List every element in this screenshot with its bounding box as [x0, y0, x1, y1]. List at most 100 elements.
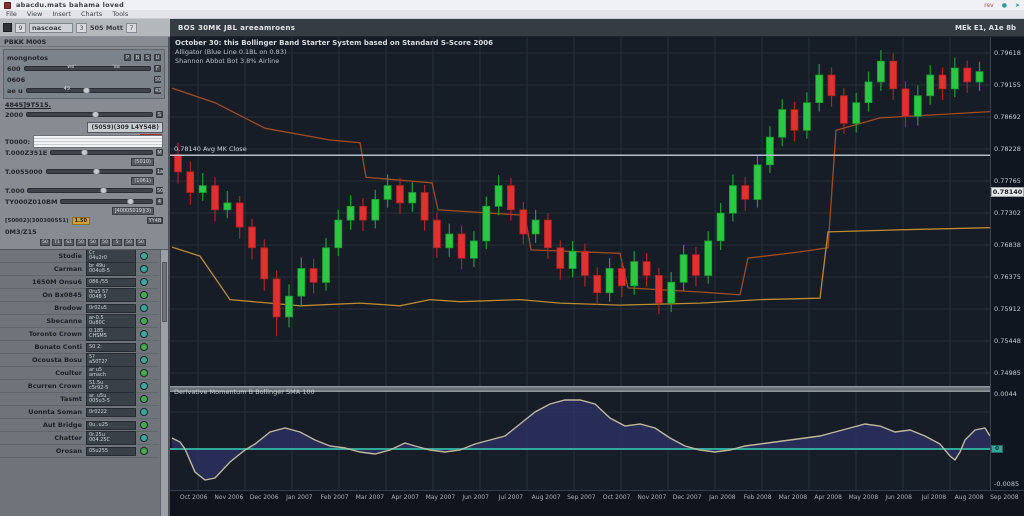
star-icon[interactable]: S: [144, 54, 151, 61]
mini-button[interactable]: 50: [88, 239, 98, 246]
lock-icon[interactable]: 50: [154, 76, 162, 83]
param-slider-row: T.0055000 1a: [0, 166, 168, 177]
stepper-1[interactable]: 9: [15, 22, 26, 33]
list-item[interactable]: Ocousta Bosu 5? a50T2?: [0, 353, 159, 367]
list-scrollbar[interactable]: [160, 250, 168, 516]
status-dot-icon[interactable]: [140, 317, 148, 325]
progress-listbox[interactable]: [33, 135, 163, 148]
list-item[interactable]: Tasmt ar. u5u 005u3-5: [0, 392, 159, 406]
list-item[interactable]: Brodow 0r02u5: [0, 302, 159, 315]
status-dot-icon[interactable]: [140, 408, 148, 416]
stepper-3[interactable]: 7: [125, 22, 137, 33]
pane-separator[interactable]: [170, 386, 990, 392]
shield-icon[interactable]: B: [134, 54, 141, 61]
menu-item-view[interactable]: View: [26, 10, 43, 18]
mini-button[interactable]: 50: [100, 239, 110, 246]
titlebar-arrow-icon[interactable]: ➤: [1014, 1, 1020, 9]
list-item-value: 05u255: [86, 446, 136, 456]
gear-icon[interactable]: 43: [154, 87, 162, 94]
slider3-knob[interactable]: [92, 111, 100, 118]
list-item[interactable]: Aut Bridge 0u..u25: [0, 419, 159, 432]
status-dot-icon[interactable]: [140, 356, 148, 364]
slider-action-icon[interactable]: 4: [156, 198, 163, 205]
menu-item-insert[interactable]: Insert: [52, 10, 71, 18]
menu-item-tools[interactable]: Tools: [112, 10, 129, 18]
price-pane[interactable]: October 30: this Bollinger Band Starter …: [170, 37, 990, 490]
slider1-track[interactable]: we' 'aa: [23, 64, 151, 71]
chart-title-line2: Alligator (Blue Line 0.1BL on 0.83): [175, 48, 287, 56]
status-dot-icon[interactable]: [140, 304, 148, 312]
mini-button[interactable]: 50: [136, 239, 146, 246]
slider-value-box: [40005019](3): [111, 207, 154, 215]
chart-title-block: October 30: this Bollinger Band Starter …: [175, 39, 493, 66]
list-item[interactable]: 1650M Onsu6 086./55: [0, 276, 159, 289]
indicator-pane[interactable]: [170, 392, 990, 490]
slider3-track[interactable]: [26, 111, 153, 118]
status-dot-icon[interactable]: [140, 278, 148, 286]
status-dot-icon[interactable]: [140, 252, 148, 260]
slider-track[interactable]: [45, 168, 153, 175]
folder-icon[interactable]: F: [154, 65, 161, 72]
stepper-2[interactable]: 3: [76, 22, 87, 33]
list-item[interactable]: Toronto Crown 0.185 CHSM5: [0, 327, 159, 341]
status-dot-icon[interactable]: [140, 395, 148, 403]
list-item[interactable]: Uonnta Soman 0r0222: [0, 406, 159, 419]
list-item[interactable]: Orosan 05u255: [0, 445, 159, 458]
status-dot-icon[interactable]: [140, 421, 148, 429]
slider-action-icon[interactable]: 1a: [156, 168, 164, 175]
time-tick-label: Jun 2007: [462, 494, 489, 501]
slider2-knob[interactable]: [83, 87, 91, 94]
current-price-box: 0.78140: [991, 187, 1024, 197]
list-item[interactable]: Carman br 49u 004u8-5: [0, 262, 159, 276]
mini-button[interactable]: T1: [52, 239, 62, 246]
mini-button[interactable]: S1: [64, 239, 74, 246]
list-item[interactable]: Chatter 0r.25u 004.25C: [0, 431, 159, 445]
apply-button[interactable]: (5059)(309 L4Y54B): [87, 122, 163, 133]
slider-track[interactable]: [60, 198, 153, 205]
time-tick-label: Jun 2008: [885, 494, 912, 501]
app-menu-icon[interactable]: [3, 23, 12, 32]
refresh-icon[interactable]: U: [154, 54, 161, 61]
settings-link[interactable]: 4845]9T515.: [5, 101, 52, 109]
confirm-button[interactable]: YY4B: [147, 217, 163, 224]
mini-button[interactable]: 50: [40, 239, 50, 246]
menu-item-file[interactable]: File: [6, 10, 17, 18]
time-axis[interactable]: Oct 2006 Nov 2006 Dec 2006 Jan 2007 Feb 2007…: [170, 490, 1024, 516]
timeframe-buttons[interactable]: MEk E1, A1e 8b: [955, 23, 1016, 32]
mini-button[interactable]: 50: [124, 239, 134, 246]
slider-track[interactable]: [27, 187, 153, 194]
slider-knob[interactable]: [92, 168, 100, 175]
status-dot-icon[interactable]: [140, 291, 148, 299]
panel-row1-label: mongnotos: [7, 53, 49, 62]
slider-knob[interactable]: [100, 187, 108, 194]
menu-item-charts[interactable]: Charts: [80, 10, 103, 18]
slider-knob[interactable]: [126, 198, 134, 205]
slider-knob[interactable]: [81, 149, 89, 156]
list-item[interactable]: Bonato Conti 50 2:: [0, 341, 159, 354]
status-dot-icon[interactable]: [140, 343, 148, 351]
status-dot-icon[interactable]: [140, 382, 148, 390]
slider-track[interactable]: [50, 149, 153, 156]
time-tick-label: May 2008: [848, 494, 879, 501]
mini-button[interactable]: 5: [112, 239, 122, 246]
price-tick-label: 0.78692: [994, 113, 1021, 121]
slider-action-icon[interactable]: M: [156, 149, 163, 156]
titlebar-dot-icon[interactable]: ●: [1001, 1, 1007, 9]
status-dot-icon[interactable]: [140, 369, 148, 377]
list-item[interactable]: Sbecanne ar-0.5 0u80C: [0, 314, 159, 328]
slider-action-icon[interactable]: 50.: [156, 187, 165, 194]
slider2-track[interactable]: 49: [25, 86, 151, 94]
scrollbar-thumb[interactable]: [162, 262, 167, 322]
list-item[interactable]: Bcurren Crown 51.5u c5r92-5: [0, 379, 159, 393]
flag-icon[interactable]: P: [124, 54, 131, 61]
status-dot-icon[interactable]: [140, 265, 148, 273]
mini-button[interactable]: 50: [76, 239, 86, 246]
list-item-label: Chatter: [54, 434, 82, 442]
price-axis[interactable]: 0.79618 0.79155 0.78692 0.78228 0.77765 0.773…: [990, 37, 1024, 490]
status-dot-icon[interactable]: [140, 447, 148, 455]
save-icon[interactable]: S: [156, 111, 163, 118]
list-item[interactable]: On Bx0845 0ru5 5? 0048 5: [0, 288, 159, 302]
status-dot-icon[interactable]: [140, 434, 148, 442]
status-dot-icon[interactable]: [140, 330, 148, 338]
symbol-search-input[interactable]: nascoac: [29, 22, 73, 33]
